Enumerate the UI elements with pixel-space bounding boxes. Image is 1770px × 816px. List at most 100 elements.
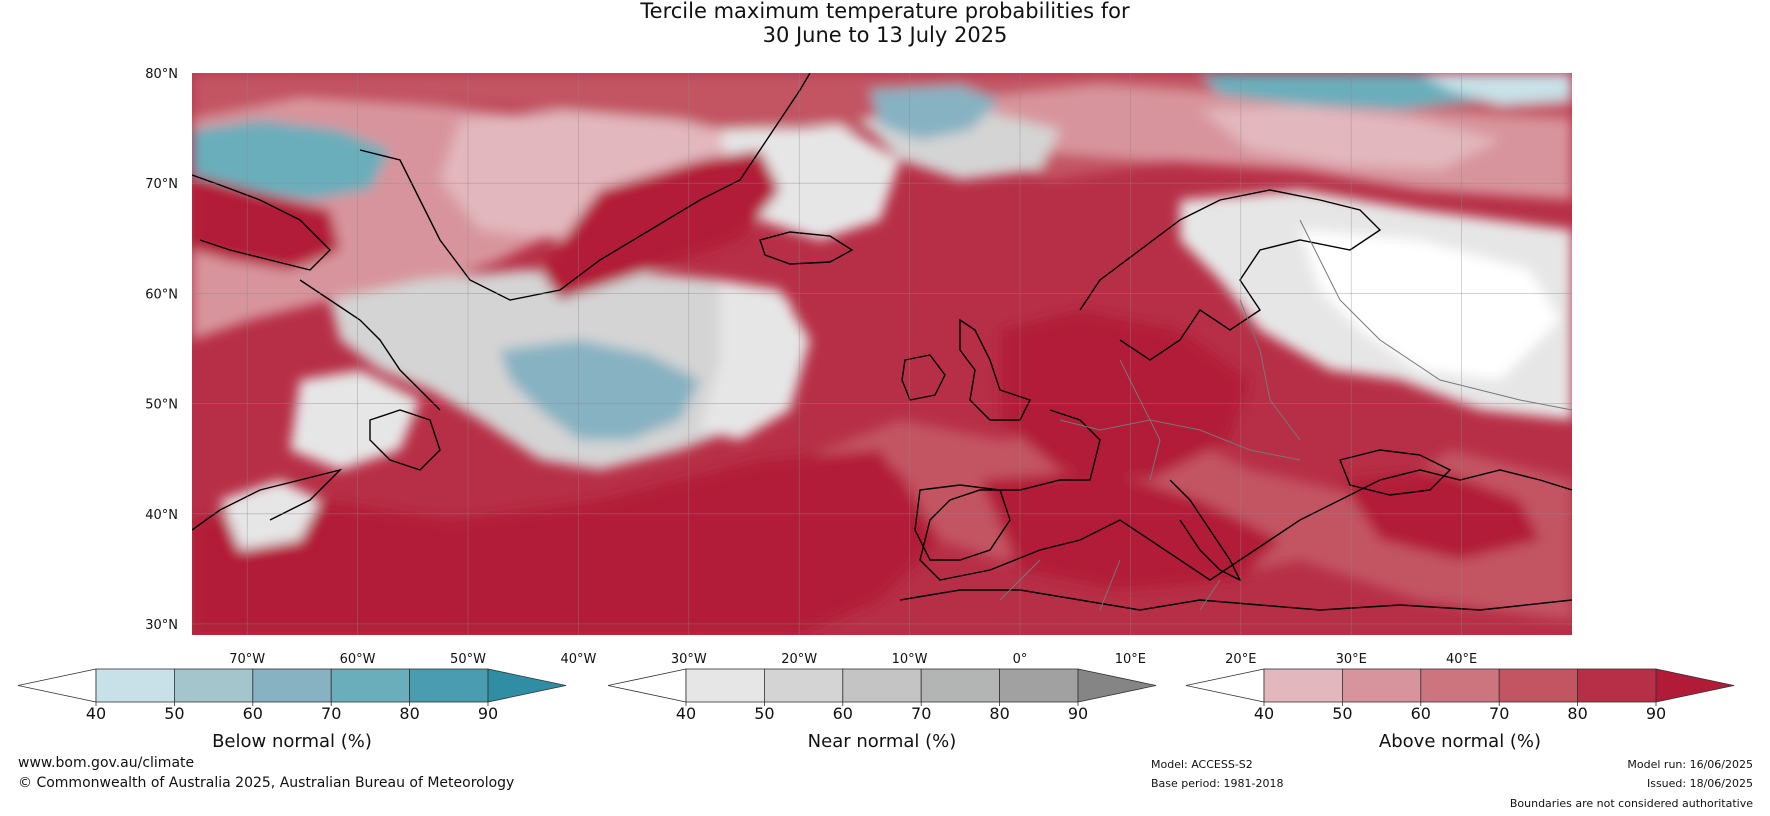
region-above-strong-europe [1000, 310, 1250, 480]
colorbar-tick-label: 50 [1332, 704, 1352, 723]
region-below-normal-arctic [1200, 73, 1500, 110]
newfoundland-coast [369, 409, 441, 471]
colorbar-tick-label: 70 [911, 704, 931, 723]
colorbar-segment [999, 668, 1079, 703]
lon-label: 10°E [1115, 652, 1146, 667]
region-below-normal-baffin [192, 120, 390, 200]
colorbar-segment [95, 668, 175, 703]
colorbar-below: 40 50 60 70 80 90 Below normal (%) [17, 668, 567, 752]
region-below-normal-svalbard [870, 85, 1000, 140]
lat-label: 80°N [145, 67, 178, 82]
lon-label: 70°W [229, 652, 265, 667]
colorbar-tick-label: 50 [754, 704, 774, 723]
region-above-strong-south [192, 450, 940, 635]
colorbar-segment [173, 668, 254, 703]
colorbar-tick-label: 90 [1646, 704, 1666, 723]
region-below-normal-labrador [500, 340, 700, 440]
footer-website: www.bom.gov.au/climate [18, 755, 195, 771]
colorbar-tick-label: 50 [164, 704, 184, 723]
lon-label: 20°E [1225, 652, 1256, 667]
colorbar-max-extend [1077, 668, 1157, 703]
colorbar-segment [252, 668, 332, 703]
lat-label: 30°N [145, 618, 178, 633]
italy-coast [1169, 479, 1242, 582]
map-title: Tercile maximum temperature probabilitie… [0, 0, 1770, 47]
colorbar-segment [1498, 668, 1578, 703]
graticule [192, 73, 1572, 635]
footer-disclaimer: Boundaries are not considered authoritat… [1509, 797, 1753, 810]
colorbar-above: 40 50 60 70 80 90 Above normal (%) [1185, 668, 1735, 752]
colorbar-tick-label: 80 [399, 704, 419, 723]
footer-base-period: Base period: 1981-2018 [1151, 777, 1284, 790]
colorbar-min-extend [607, 668, 687, 703]
region-near-normal-newfoundland [290, 370, 420, 470]
colorbars: 40 50 60 70 80 90 Below normal (%) 40 50 60 70 80 90… [17, 668, 1735, 752]
colorbar-segment [330, 668, 411, 703]
lon-label: 40°E [1446, 652, 1477, 667]
border-3 [1239, 299, 1301, 441]
colorbar-tick-label: 40 [86, 704, 106, 723]
country-borders [999, 219, 1572, 611]
colorbar-tick-label: 90 [478, 704, 498, 723]
region-above-strong-turkey [1340, 470, 1540, 560]
border-2 [1119, 359, 1161, 481]
greenland-coast [359, 73, 811, 301]
colorbar-segment [685, 668, 765, 703]
latitude-labels: 80°N 70°N 60°N 50°N 40°N 30°N [145, 67, 178, 633]
black-sea-coast [1339, 449, 1452, 496]
ireland-coast [901, 354, 946, 401]
colorbar-segment [764, 668, 844, 703]
region-near-normal-3 [1300, 230, 1560, 380]
lon-label: 30°W [671, 652, 707, 667]
region-above-strong-med [980, 470, 1280, 590]
colorbar-max-extend [1655, 668, 1735, 703]
colorbar-max-extend [487, 668, 567, 703]
colorbar-segment [1420, 668, 1500, 703]
colorbar-label: Above normal (%) [1379, 731, 1541, 752]
colorbar-tick-label: 40 [676, 704, 696, 723]
colorbar-segment [1263, 668, 1343, 703]
lat-label: 70°N [145, 177, 178, 192]
colorbar-min-extend [1185, 668, 1265, 703]
lon-label: 60°W [340, 652, 376, 667]
longitude-labels: 70°W 60°W 50°W 40°W 30°W 20°W 10°W 0° 10°E 20°E 30… [229, 652, 1477, 667]
lat-label: 60°N [145, 287, 178, 302]
colorbar-segment [1577, 668, 1657, 703]
scandinavia-coast [1079, 189, 1382, 361]
region-above-light-4 [1200, 105, 1500, 170]
border-1 [1059, 419, 1301, 461]
lon-label: 0° [1013, 652, 1028, 667]
europe-coast [919, 409, 1572, 581]
coastlines [192, 73, 1572, 611]
colorbar-label: Near normal (%) [808, 731, 957, 752]
iceland-coast [759, 231, 854, 265]
map-title-line1: Tercile maximum temperature probabilitie… [640, 0, 1130, 23]
colorbar-segment [1342, 668, 1422, 703]
footer-model-run: Model run: 16/06/2025 [1627, 758, 1753, 771]
region-above-strong-greenland [540, 150, 780, 300]
border-4 [1299, 219, 1572, 411]
baffin-coast [192, 174, 331, 271]
colorbar-near: 40 50 60 70 80 90 Near normal (%) [607, 668, 1157, 752]
lon-label: 20°W [781, 652, 817, 667]
lon-label: 40°W [560, 652, 596, 667]
region-below-normal-light [1420, 73, 1572, 105]
colorbar-tick-label: 70 [1489, 704, 1509, 723]
colorbar-label: Below normal (%) [212, 731, 372, 752]
lon-label: 30°E [1336, 652, 1367, 667]
region-near-normal-5 [720, 125, 900, 240]
lat-label: 40°N [145, 508, 178, 523]
lat-label: 50°N [145, 398, 178, 413]
labrador-coast [299, 279, 441, 411]
colorbar-segment [842, 668, 922, 703]
colorbar-tick-label: 80 [1567, 704, 1587, 723]
colorbar-tick-label: 60 [833, 704, 853, 723]
footer-copyright: © Commonwealth of Australia 2025, Austra… [18, 775, 515, 791]
footer-model: Model: ACCESS-S2 [1151, 758, 1253, 771]
lon-label: 10°W [892, 652, 928, 667]
map-title-line2: 30 June to 13 July 2025 [762, 23, 1008, 47]
iberia-coast [914, 484, 1011, 561]
colorbar-tick-label: 40 [1254, 704, 1274, 723]
colorbar-tick-label: 60 [1411, 704, 1431, 723]
